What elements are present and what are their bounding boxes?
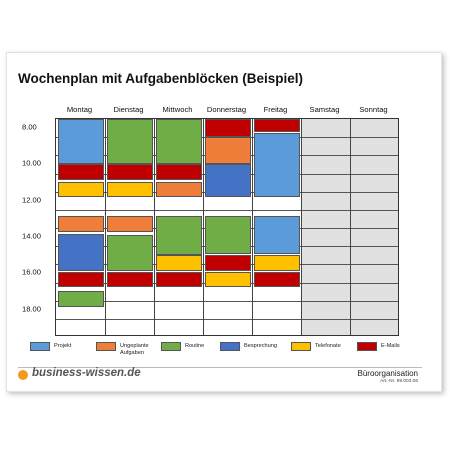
task-block-emails [205, 255, 251, 271]
time-label: 16.00 [22, 267, 42, 277]
task-block-routine [156, 119, 202, 165]
task-block-besprechung [58, 234, 104, 271]
grid-column-line [203, 119, 204, 335]
brand-dot-icon [18, 370, 28, 380]
grid-row-line [56, 318, 398, 320]
time-labels: 8.00 10.00 12.00 14.00 16.00 18.00 [22, 0, 52, 450]
footer-category: Büroorganisation [357, 369, 418, 378]
legend-swatch [161, 342, 181, 351]
grid-column-line [105, 119, 106, 335]
day-header-3: Donnerstag [206, 105, 247, 114]
task-block-ungeplant [205, 137, 251, 165]
task-block-telefonate [107, 181, 153, 198]
task-block-emails [254, 271, 300, 288]
legend-label: E-Mails [381, 343, 400, 349]
task-block-telefonate [58, 181, 104, 198]
task-block-emails [107, 164, 153, 180]
legend-label: Besprechung [244, 343, 277, 349]
task-block-emails [58, 271, 104, 288]
grid-column-line [301, 119, 302, 335]
task-block-emails [156, 271, 202, 288]
footer-divider [18, 367, 422, 368]
task-block-telefonate [254, 255, 300, 271]
day-header-1: Dienstag [113, 105, 144, 114]
legend-swatch [220, 342, 240, 351]
task-block-projekt [254, 216, 300, 255]
page-title: Wochenplan mit Aufgabenblöcken (Beispiel… [18, 71, 304, 86]
task-block-telefonate [156, 255, 202, 271]
legend-label: Telefonate [315, 343, 341, 349]
day-header-6: Sonntag [359, 105, 388, 114]
grid-column-line [154, 119, 155, 335]
legend-label: Projekt [54, 343, 72, 349]
day-header-5: Samstag [309, 105, 340, 114]
task-block-ungeplant [156, 181, 202, 198]
day-header-4: Freitag [263, 105, 288, 114]
legend-label: Ungeplante Aufgaben [120, 343, 149, 356]
task-block-ungeplant [107, 216, 153, 232]
task-block-emails [156, 164, 202, 180]
task-block-projekt [58, 119, 104, 165]
legend-swatch [291, 342, 311, 351]
weekly-schedule-grid [55, 118, 399, 336]
day-headers: Montag Dienstag Mittwoch Donnerstag Freitag S… [55, 105, 398, 117]
task-block-routine [156, 216, 202, 256]
weekend-column [301, 119, 350, 335]
task-block-telefonate [205, 271, 251, 288]
task-block-emails [58, 164, 104, 180]
task-block-routine [107, 119, 153, 165]
grid-column-line [350, 119, 351, 335]
legend: Projekt Ungeplante Aufgaben Routine Besprec… [30, 340, 420, 362]
task-block-emails [254, 119, 300, 132]
time-label: 12.00 [22, 195, 42, 205]
article-number: Art.-Nr. 99.003.06 [380, 379, 418, 384]
legend-swatch [357, 342, 377, 351]
grid-column-line [252, 119, 253, 335]
weekend-column [350, 119, 398, 335]
grid-row-line [56, 209, 398, 211]
task-block-routine [58, 290, 104, 308]
task-block-ungeplant [58, 216, 104, 232]
time-label: 14.00 [22, 231, 42, 241]
day-header-2: Mittwoch [162, 105, 193, 114]
task-block-besprechung [205, 164, 251, 198]
brand-name: business-wissen.de [32, 367, 141, 379]
legend-label: Routine [185, 343, 205, 349]
day-header-0: Montag [66, 105, 93, 114]
task-block-emails [107, 271, 153, 288]
time-label: 18.00 [22, 304, 42, 314]
task-block-projekt [254, 132, 300, 198]
task-block-routine [205, 216, 251, 255]
grid-row-line [56, 300, 398, 302]
task-block-routine [107, 235, 153, 271]
time-label: 8.00 [22, 122, 37, 132]
legend-swatch [30, 342, 50, 351]
time-label: 10.00 [22, 158, 42, 168]
task-block-emails [205, 119, 251, 138]
legend-swatch [96, 342, 116, 351]
